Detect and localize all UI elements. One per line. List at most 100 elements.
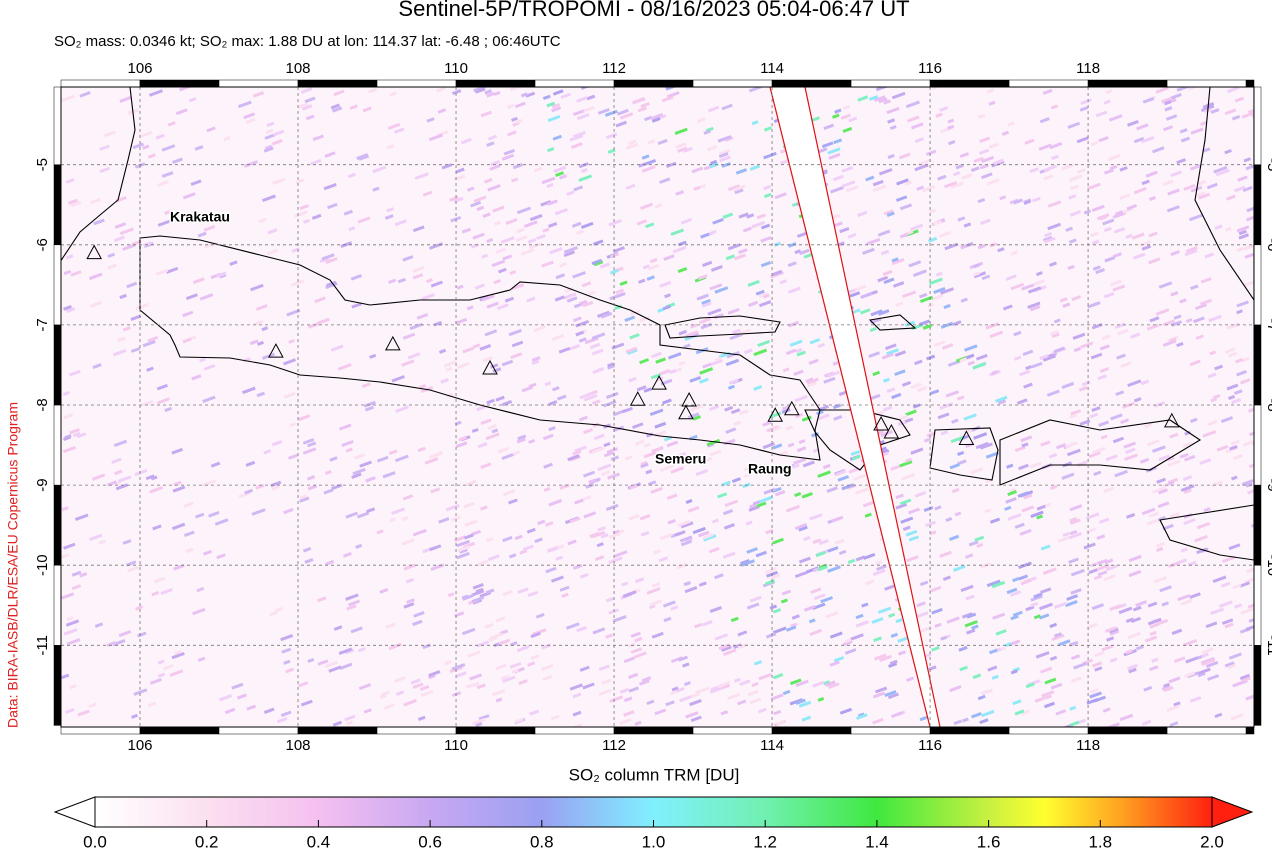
pixel bbox=[763, 192, 772, 199]
pixel bbox=[1053, 601, 1067, 609]
pixel bbox=[1173, 656, 1186, 663]
pixel bbox=[1038, 143, 1052, 151]
pixel bbox=[1124, 453, 1138, 461]
pixel bbox=[746, 213, 755, 219]
pixel bbox=[304, 96, 316, 104]
pixel bbox=[817, 470, 831, 478]
pixel bbox=[877, 229, 891, 237]
pixel bbox=[928, 277, 943, 286]
pixel bbox=[709, 404, 719, 411]
pixel bbox=[576, 113, 590, 121]
pixel bbox=[1233, 389, 1243, 395]
pixel bbox=[598, 664, 610, 671]
pixel bbox=[1021, 442, 1029, 448]
pixel bbox=[346, 604, 357, 611]
pixel bbox=[810, 587, 822, 594]
pixel bbox=[864, 579, 875, 586]
pixel bbox=[422, 190, 433, 197]
pixel bbox=[461, 227, 471, 234]
pixel bbox=[959, 152, 970, 159]
pixel bbox=[628, 686, 639, 693]
pixel bbox=[1195, 334, 1204, 340]
pixel bbox=[79, 572, 88, 578]
pixel bbox=[646, 432, 654, 438]
pixel bbox=[385, 622, 396, 629]
pixel bbox=[991, 370, 998, 375]
pixel bbox=[791, 201, 800, 207]
pixel bbox=[793, 457, 807, 465]
frame-bar bbox=[53, 244, 62, 326]
pixel bbox=[803, 253, 813, 259]
pixel bbox=[552, 89, 564, 96]
pixel bbox=[349, 104, 358, 110]
pixel bbox=[831, 113, 840, 119]
pixel bbox=[1091, 406, 1101, 412]
pixel bbox=[1200, 192, 1211, 199]
pixel bbox=[1005, 497, 1017, 504]
pixel bbox=[1241, 356, 1250, 363]
y-tick-label: -5 bbox=[34, 158, 51, 171]
pixel bbox=[229, 260, 238, 266]
pixel bbox=[839, 707, 853, 715]
pixel bbox=[1068, 238, 1077, 244]
pixel bbox=[191, 212, 200, 219]
pixel bbox=[965, 442, 975, 449]
pixel bbox=[174, 649, 182, 656]
pixel bbox=[379, 587, 389, 594]
pixel bbox=[727, 307, 740, 315]
pixel bbox=[372, 186, 380, 192]
pixel bbox=[1112, 284, 1126, 292]
pixel bbox=[764, 567, 777, 574]
pixel bbox=[724, 499, 739, 508]
pixel bbox=[115, 196, 127, 203]
pixel bbox=[746, 547, 758, 554]
pixel bbox=[1133, 136, 1145, 144]
pixel bbox=[794, 394, 808, 403]
pixel bbox=[753, 385, 763, 391]
pixel bbox=[157, 659, 165, 665]
pixel bbox=[991, 674, 999, 680]
pixel bbox=[1194, 303, 1208, 311]
pixel bbox=[764, 464, 772, 470]
pixel bbox=[461, 627, 476, 636]
pixel bbox=[779, 159, 789, 165]
pixel bbox=[487, 424, 497, 431]
pixel bbox=[670, 656, 683, 664]
pixel bbox=[633, 651, 647, 659]
pixel bbox=[307, 657, 315, 663]
pixel bbox=[666, 456, 680, 464]
pixel bbox=[743, 472, 752, 478]
pixel bbox=[98, 539, 106, 545]
y-tick-label: -10 bbox=[34, 554, 51, 576]
pixel bbox=[794, 522, 808, 530]
pixel bbox=[600, 533, 609, 539]
frame-bar bbox=[929, 79, 1010, 88]
pixel bbox=[1019, 528, 1032, 536]
pixel bbox=[916, 185, 924, 191]
pixel bbox=[546, 183, 554, 189]
pixel bbox=[1161, 601, 1170, 607]
pixel bbox=[1066, 594, 1079, 601]
pixel bbox=[986, 178, 1000, 186]
pixel bbox=[548, 400, 558, 406]
pixel bbox=[1200, 120, 1208, 126]
pixel bbox=[929, 585, 942, 593]
pixel bbox=[872, 179, 884, 187]
pixel bbox=[759, 495, 773, 504]
pixel bbox=[855, 284, 867, 292]
pixel bbox=[1127, 631, 1141, 640]
pixel bbox=[458, 435, 467, 442]
pixel bbox=[703, 129, 712, 135]
pixel bbox=[291, 247, 300, 253]
pixel bbox=[646, 158, 657, 165]
pixel bbox=[261, 194, 276, 203]
pixel bbox=[511, 283, 525, 291]
pixel bbox=[224, 707, 236, 715]
pixel bbox=[486, 301, 499, 309]
pixel bbox=[1239, 378, 1251, 385]
pixel bbox=[770, 693, 784, 701]
pixel bbox=[545, 566, 557, 574]
pixel bbox=[1143, 685, 1153, 692]
frame-bar bbox=[1253, 404, 1262, 486]
pixel bbox=[615, 288, 624, 295]
